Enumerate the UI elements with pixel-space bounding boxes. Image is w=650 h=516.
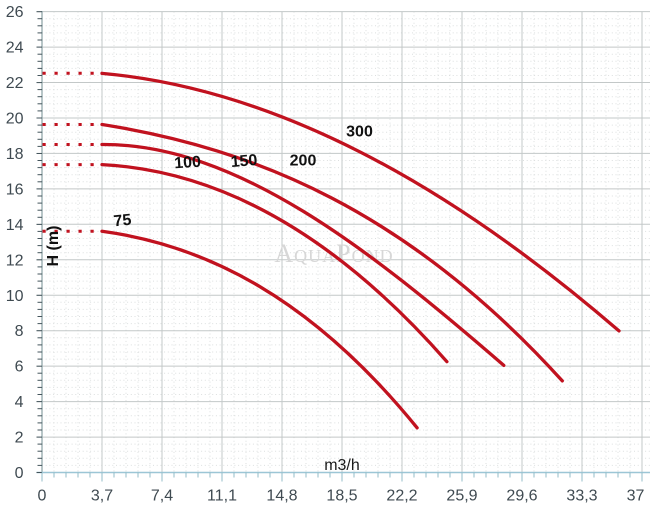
svg-text:11,1: 11,1: [207, 488, 237, 505]
svg-text:26: 26: [6, 4, 24, 21]
svg-text:18,5: 18,5: [326, 488, 357, 505]
svg-text:0: 0: [15, 465, 24, 482]
svg-text:14: 14: [6, 217, 24, 234]
svg-text:H (m): H (m): [45, 226, 62, 267]
svg-text:22,2: 22,2: [386, 488, 417, 505]
svg-text:7,4: 7,4: [151, 488, 173, 505]
svg-text:8: 8: [15, 323, 24, 340]
svg-text:200: 200: [290, 153, 317, 170]
svg-text:37: 37: [627, 488, 645, 505]
svg-text:29,6: 29,6: [506, 488, 537, 505]
svg-text:12: 12: [6, 252, 24, 269]
svg-text:2: 2: [15, 430, 24, 447]
svg-text:18: 18: [6, 146, 24, 163]
svg-text:3,7: 3,7: [91, 488, 113, 505]
svg-text:14,8: 14,8: [266, 488, 297, 505]
svg-text:10: 10: [6, 288, 24, 305]
svg-text:33,3: 33,3: [566, 488, 597, 505]
svg-text:0: 0: [38, 488, 47, 505]
svg-text:75: 75: [113, 212, 133, 231]
svg-text:100: 100: [174, 154, 202, 173]
svg-text:16: 16: [6, 181, 24, 198]
svg-text:6: 6: [15, 359, 24, 376]
svg-text:m3/h: m3/h: [324, 457, 360, 474]
svg-text:24: 24: [6, 40, 24, 57]
svg-text:4: 4: [15, 394, 24, 411]
svg-text:150: 150: [230, 152, 258, 171]
svg-text:25,9: 25,9: [446, 488, 477, 505]
svg-text:22: 22: [6, 75, 24, 92]
svg-text:20: 20: [6, 111, 24, 128]
svg-text:300: 300: [346, 124, 373, 141]
